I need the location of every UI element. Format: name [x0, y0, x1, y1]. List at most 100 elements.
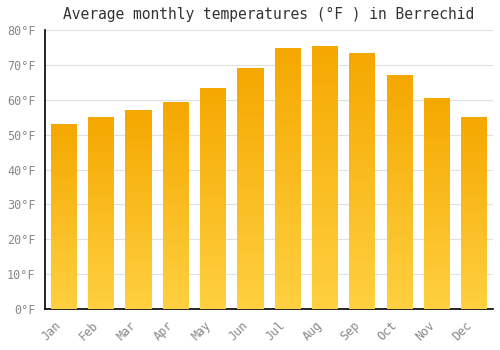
Bar: [462, 280, 487, 284]
Bar: [88, 136, 114, 140]
Bar: [312, 199, 338, 204]
Bar: [126, 299, 152, 302]
Bar: [424, 108, 450, 112]
Bar: [424, 214, 450, 218]
Bar: [126, 223, 152, 226]
Bar: [126, 173, 152, 176]
Bar: [51, 131, 77, 133]
Bar: [126, 266, 152, 269]
Bar: [238, 69, 264, 72]
Bar: [462, 197, 487, 200]
Bar: [350, 78, 376, 83]
Bar: [424, 119, 450, 123]
Bar: [462, 156, 487, 159]
Bar: [386, 235, 413, 239]
Bar: [162, 223, 189, 226]
Bar: [238, 289, 264, 293]
Bar: [51, 254, 77, 257]
Bar: [386, 106, 413, 111]
Bar: [51, 278, 77, 281]
Bar: [350, 279, 376, 284]
Bar: [462, 124, 487, 127]
Bar: [386, 293, 413, 298]
Bar: [350, 53, 376, 57]
Bar: [51, 192, 77, 195]
Bar: [386, 161, 413, 165]
Bar: [462, 219, 487, 223]
Bar: [462, 245, 487, 248]
Bar: [238, 105, 264, 108]
Bar: [462, 117, 487, 120]
Bar: [462, 140, 487, 143]
Bar: [200, 265, 226, 268]
Bar: [386, 289, 413, 293]
Bar: [162, 112, 189, 116]
Bar: [200, 195, 226, 198]
Bar: [274, 304, 301, 309]
Bar: [462, 191, 487, 194]
Bar: [51, 204, 77, 208]
Bar: [386, 258, 413, 262]
Bar: [350, 61, 376, 65]
Bar: [162, 167, 189, 171]
Bar: [200, 250, 226, 254]
Bar: [424, 295, 450, 299]
Bar: [126, 213, 152, 216]
Bar: [88, 277, 114, 280]
Bar: [162, 250, 189, 254]
Bar: [274, 283, 301, 287]
Bar: [386, 122, 413, 126]
Bar: [162, 261, 189, 264]
Bar: [462, 264, 487, 267]
Bar: [162, 267, 189, 271]
Bar: [274, 161, 301, 165]
Bar: [462, 162, 487, 165]
Bar: [200, 302, 226, 305]
Bar: [424, 123, 450, 126]
Bar: [424, 193, 450, 196]
Bar: [424, 260, 450, 263]
Bar: [126, 196, 152, 200]
Bar: [200, 128, 226, 132]
Bar: [386, 247, 413, 251]
Bar: [312, 151, 338, 155]
Bar: [88, 216, 114, 219]
Bar: [386, 87, 413, 91]
Bar: [350, 87, 376, 91]
Bar: [350, 168, 376, 172]
Bar: [88, 207, 114, 210]
Bar: [312, 173, 338, 177]
Bar: [312, 103, 338, 107]
Bar: [200, 239, 226, 243]
Bar: [350, 253, 376, 258]
Bar: [51, 285, 77, 287]
Bar: [88, 117, 114, 120]
Bar: [162, 150, 189, 153]
Bar: [350, 147, 376, 151]
Bar: [312, 265, 338, 270]
Bar: [200, 95, 226, 99]
Bar: [462, 204, 487, 207]
Bar: [126, 269, 152, 273]
Bar: [312, 204, 338, 208]
Bar: [238, 157, 264, 161]
Bar: [274, 222, 301, 226]
Bar: [51, 238, 77, 241]
Bar: [200, 287, 226, 290]
Bar: [51, 263, 77, 266]
Bar: [51, 257, 77, 260]
Bar: [386, 142, 413, 146]
Bar: [274, 226, 301, 231]
Bar: [312, 182, 338, 186]
Bar: [162, 302, 189, 306]
Bar: [88, 172, 114, 175]
Bar: [274, 178, 301, 183]
Bar: [51, 152, 77, 155]
Bar: [51, 226, 77, 229]
Bar: [386, 95, 413, 99]
Bar: [350, 160, 376, 164]
Bar: [350, 219, 376, 224]
Bar: [386, 278, 413, 282]
Bar: [200, 102, 226, 106]
Bar: [462, 213, 487, 216]
